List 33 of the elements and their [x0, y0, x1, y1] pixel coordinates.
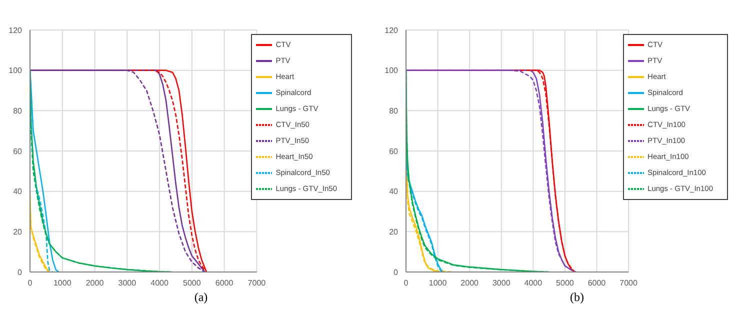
y-tick-label: 20	[389, 228, 399, 237]
x-tick-label: 6000	[588, 278, 606, 288]
y-tick-label: 100	[384, 66, 399, 76]
y-tick-label: 60	[389, 146, 399, 156]
x-tick-label: 0	[404, 278, 409, 288]
y-tick-label: 100	[8, 66, 23, 76]
x-tick-label: 2000	[86, 278, 104, 288]
x-tick-label: 7000	[620, 278, 638, 288]
x-tick-label: 7000	[248, 278, 266, 288]
x-tick-label: 1000	[428, 278, 448, 288]
x-tick-label: 1000	[53, 278, 72, 288]
x-tick-label: 4000	[524, 278, 543, 288]
line-series	[406, 170, 454, 272]
y-tick-label: 20	[13, 228, 23, 237]
y-tick-label: 60	[13, 146, 23, 156]
x-tick-label: 6000	[215, 278, 234, 288]
x-tick-label: 0	[28, 278, 33, 288]
y-tick-label: 40	[389, 187, 399, 196]
x-tick-label: 2000	[460, 278, 480, 288]
x-tick-label: 5000	[556, 278, 574, 288]
y-tick-label: 0	[18, 268, 23, 277]
y-tick-label: 80	[13, 106, 23, 116]
x-tick-label: 5000	[183, 278, 202, 288]
y-tick-label: 120	[8, 26, 23, 35]
y-tick-label: 0	[394, 268, 399, 277]
y-tick-label: 80	[389, 106, 399, 116]
y-tick-label: 120	[384, 26, 399, 35]
text: (a)	[193, 290, 209, 305]
text: (b)	[569, 290, 585, 305]
x-tick-label: 3000	[492, 278, 511, 288]
x-tick-label: 3000	[118, 278, 137, 288]
y-tick-label: 40	[13, 187, 23, 196]
x-tick-label: 4000	[150, 278, 169, 288]
